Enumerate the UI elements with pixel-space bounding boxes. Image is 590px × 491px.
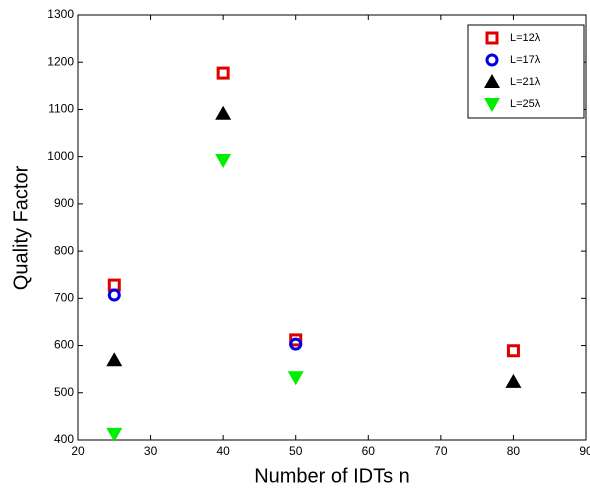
y-tick-label: 900 xyxy=(54,196,74,210)
y-tick-label: 500 xyxy=(54,385,74,399)
marker xyxy=(215,105,232,120)
x-tick-label: 20 xyxy=(71,444,85,458)
legend-label: L=21λ xyxy=(510,76,541,88)
y-axis-label: Quality Factor xyxy=(10,165,32,290)
series xyxy=(106,153,304,442)
legend-label: L=12λ xyxy=(510,32,541,44)
y-tick-label: 400 xyxy=(54,432,74,446)
series xyxy=(106,105,522,388)
legend-marker xyxy=(485,31,499,45)
x-tick-label: 60 xyxy=(362,444,376,458)
legend: L=12λ L=17λ L=21λ L=25λ xyxy=(467,24,585,119)
y-tick-label: 600 xyxy=(54,338,74,352)
y-tick-label: 800 xyxy=(54,243,74,257)
marker xyxy=(216,66,230,80)
marker xyxy=(506,344,520,358)
legend-label: L=17λ xyxy=(510,54,541,66)
marker xyxy=(289,333,303,347)
y-tick-label: 1000 xyxy=(47,149,74,163)
marker xyxy=(106,427,123,442)
x-tick-label: 30 xyxy=(144,444,158,458)
y-tick-label: 700 xyxy=(54,291,74,305)
y-tick-label: 1100 xyxy=(48,102,74,116)
marker xyxy=(287,371,304,386)
marker xyxy=(505,373,522,388)
y-tick-label: 1300 xyxy=(47,7,74,21)
marker xyxy=(106,352,123,367)
x-tick-label: 80 xyxy=(507,444,521,458)
legend-label: L=25λ xyxy=(510,98,541,110)
legend-marker xyxy=(485,53,499,67)
marker xyxy=(289,337,303,351)
marker xyxy=(215,153,232,168)
x-axis-label: Number of IDTs n xyxy=(254,465,410,487)
marker xyxy=(107,288,121,302)
legend-marker xyxy=(484,74,500,88)
x-tick-label: 40 xyxy=(216,444,230,458)
legend-marker xyxy=(484,98,500,112)
x-tick-label: 50 xyxy=(289,444,303,458)
y-tick-label: 1200 xyxy=(47,54,74,68)
series xyxy=(107,66,520,358)
x-tick-label: 90 xyxy=(579,444,590,458)
series xyxy=(107,288,303,351)
x-tick-label: 70 xyxy=(434,444,448,458)
